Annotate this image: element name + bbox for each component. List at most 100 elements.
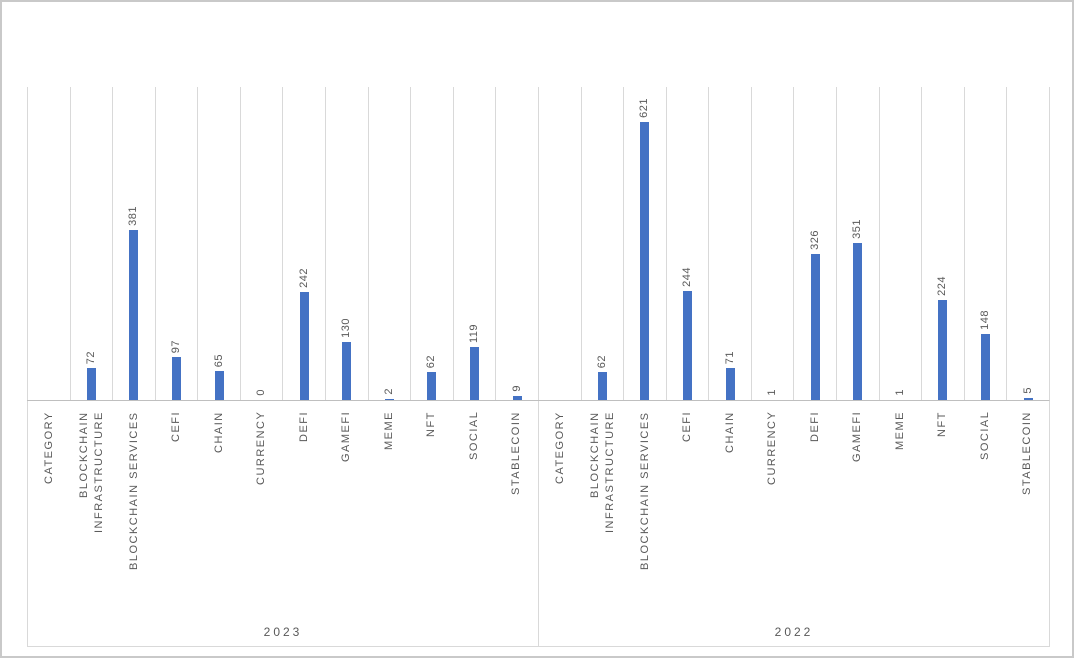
bar-value-text: 62 bbox=[425, 354, 438, 368]
category-label: MEME bbox=[879, 401, 922, 618]
bar-slot: 72 bbox=[69, 87, 113, 400]
bar bbox=[938, 300, 948, 400]
bar bbox=[470, 347, 480, 400]
category-label-text: CEFI bbox=[681, 411, 694, 443]
category-label: CATEGORY bbox=[539, 401, 582, 618]
bar-value-label: 381 bbox=[113, 206, 155, 226]
category-label: BLOCKCHAIN INFRASTRUCTURE bbox=[582, 401, 625, 618]
bar-slot: 326 bbox=[793, 87, 836, 400]
bar bbox=[342, 342, 352, 400]
bar bbox=[86, 368, 96, 400]
bar-slot bbox=[538, 87, 581, 400]
bar-value-label: 62 bbox=[411, 355, 453, 368]
category-label: GAMEFI bbox=[326, 401, 369, 618]
bar bbox=[597, 372, 607, 400]
category-label: DEFI bbox=[794, 401, 837, 618]
bar-slot: 381 bbox=[112, 87, 155, 400]
bar-value-text: 65 bbox=[212, 353, 225, 367]
bar-slot: 148 bbox=[963, 87, 1007, 400]
x-axis: CATEGORY BLOCKCHAIN INFRASTRUCTURE BLOCKCH… bbox=[27, 401, 1050, 647]
category-label-text: CATEGORY bbox=[42, 411, 55, 484]
bar-slot bbox=[27, 87, 70, 400]
category-label-text: BLOCKCHAIN SERVICES bbox=[127, 411, 140, 570]
bar-value-text: 5 bbox=[1021, 387, 1034, 394]
bar bbox=[129, 230, 139, 400]
bar bbox=[683, 291, 693, 400]
category-label-text: CURRENCY bbox=[766, 411, 779, 486]
bar-slot: 621 bbox=[623, 87, 666, 400]
bar-value-text: 1 bbox=[766, 389, 779, 396]
category-label-text: CATEGORY bbox=[553, 411, 566, 484]
bar-value-label: 72 bbox=[71, 351, 113, 364]
category-label-text: SOCIAL bbox=[467, 411, 480, 461]
bar-slot: 97 bbox=[154, 87, 198, 400]
bar bbox=[810, 254, 820, 400]
category-label: STABLECOIN bbox=[496, 401, 539, 618]
bar-value-text: 71 bbox=[723, 350, 736, 364]
category-label-text: BLOCKCHAIN SERVICES bbox=[638, 411, 651, 570]
category-label: BLOCKCHAIN SERVICES bbox=[113, 401, 156, 618]
category-label: NFT bbox=[411, 401, 454, 618]
bar-value-label: 130 bbox=[326, 318, 368, 338]
bar-slot: 242 bbox=[282, 87, 325, 400]
category-label-text: GAMEFI bbox=[340, 411, 353, 463]
bar-value-label: 148 bbox=[965, 310, 1007, 330]
category-label: DEFI bbox=[283, 401, 326, 618]
bar-value-text: 0 bbox=[255, 389, 268, 396]
bar-slot: 71 bbox=[708, 87, 751, 400]
category-label-text: MEME bbox=[893, 411, 906, 450]
bar bbox=[384, 399, 394, 400]
bar-slot: 119 bbox=[452, 87, 496, 400]
category-label: STABLECOIN bbox=[1007, 401, 1050, 618]
axis-group-2023: CATEGORY BLOCKCHAIN INFRASTRUCTURE BLOCKCH… bbox=[27, 401, 538, 646]
category-label: CHAIN bbox=[198, 401, 241, 618]
category-label-text: DEFI bbox=[297, 411, 310, 443]
bar-value-label: 351 bbox=[837, 219, 879, 239]
category-label-text: CHAIN bbox=[212, 411, 225, 453]
category-label: CEFI bbox=[156, 401, 199, 618]
category-label-text: BLOCKCHAIN INFRASTRUCTURE bbox=[588, 411, 616, 533]
bar-value-text: 351 bbox=[851, 219, 864, 239]
bar-slot: 5 bbox=[1006, 87, 1049, 400]
category-label-row: CATEGORY BLOCKCHAIN INFRASTRUCTURE BLOCKCH… bbox=[539, 401, 1049, 618]
bar-value-text: 148 bbox=[979, 310, 992, 330]
bar-value-text: 1 bbox=[893, 389, 906, 396]
bar-value-label: 9 bbox=[496, 385, 538, 392]
bar bbox=[725, 368, 735, 400]
bar-value-text: 2 bbox=[382, 388, 395, 395]
bar-slot: 9 bbox=[495, 87, 538, 400]
category-label-text: DEFI bbox=[808, 411, 821, 443]
bar-slot: 1 bbox=[878, 87, 922, 400]
axis-group-2022: CATEGORY BLOCKCHAIN INFRASTRUCTURE BLOCKCH… bbox=[538, 401, 1049, 646]
category-label: NFT bbox=[922, 401, 965, 618]
category-label: CATEGORY bbox=[28, 401, 71, 618]
bar bbox=[512, 396, 522, 400]
bar-value-text: 72 bbox=[84, 350, 97, 364]
bar-value-label: 242 bbox=[283, 268, 325, 288]
bar bbox=[299, 292, 309, 400]
bar-slot: 224 bbox=[921, 87, 964, 400]
category-label-text: GAMEFI bbox=[851, 411, 864, 463]
bar-value-label: 65 bbox=[198, 354, 240, 367]
category-label-text: NFT bbox=[936, 411, 949, 437]
category-label: CURRENCY bbox=[241, 401, 284, 618]
category-label: SOCIAL bbox=[964, 401, 1007, 618]
bar-value-text: 224 bbox=[936, 276, 949, 296]
category-label-text: STABLECOIN bbox=[510, 411, 523, 495]
category-label-row: CATEGORY BLOCKCHAIN INFRASTRUCTURE BLOCKCH… bbox=[28, 401, 538, 618]
bar-value-text: 621 bbox=[638, 98, 651, 118]
bar-value-text: 62 bbox=[595, 354, 608, 368]
category-label-text: MEME bbox=[382, 411, 395, 450]
category-label-text: CEFI bbox=[170, 411, 183, 443]
bar-value-label: 224 bbox=[922, 276, 964, 296]
bar bbox=[1023, 398, 1033, 400]
category-label-text: NFT bbox=[425, 411, 438, 437]
bar-value-label: 97 bbox=[156, 340, 198, 353]
plot-area: 72 381 97 65 0 242 130 2 62 119 9 62 621 244 71 1 326 351… bbox=[27, 87, 1050, 401]
bar-value-label: 2 bbox=[369, 388, 411, 395]
bar-slot: 244 bbox=[665, 87, 709, 400]
bar-slot: 351 bbox=[836, 87, 879, 400]
bar-value-label: 119 bbox=[454, 324, 496, 343]
category-label: BLOCKCHAIN SERVICES bbox=[624, 401, 667, 618]
